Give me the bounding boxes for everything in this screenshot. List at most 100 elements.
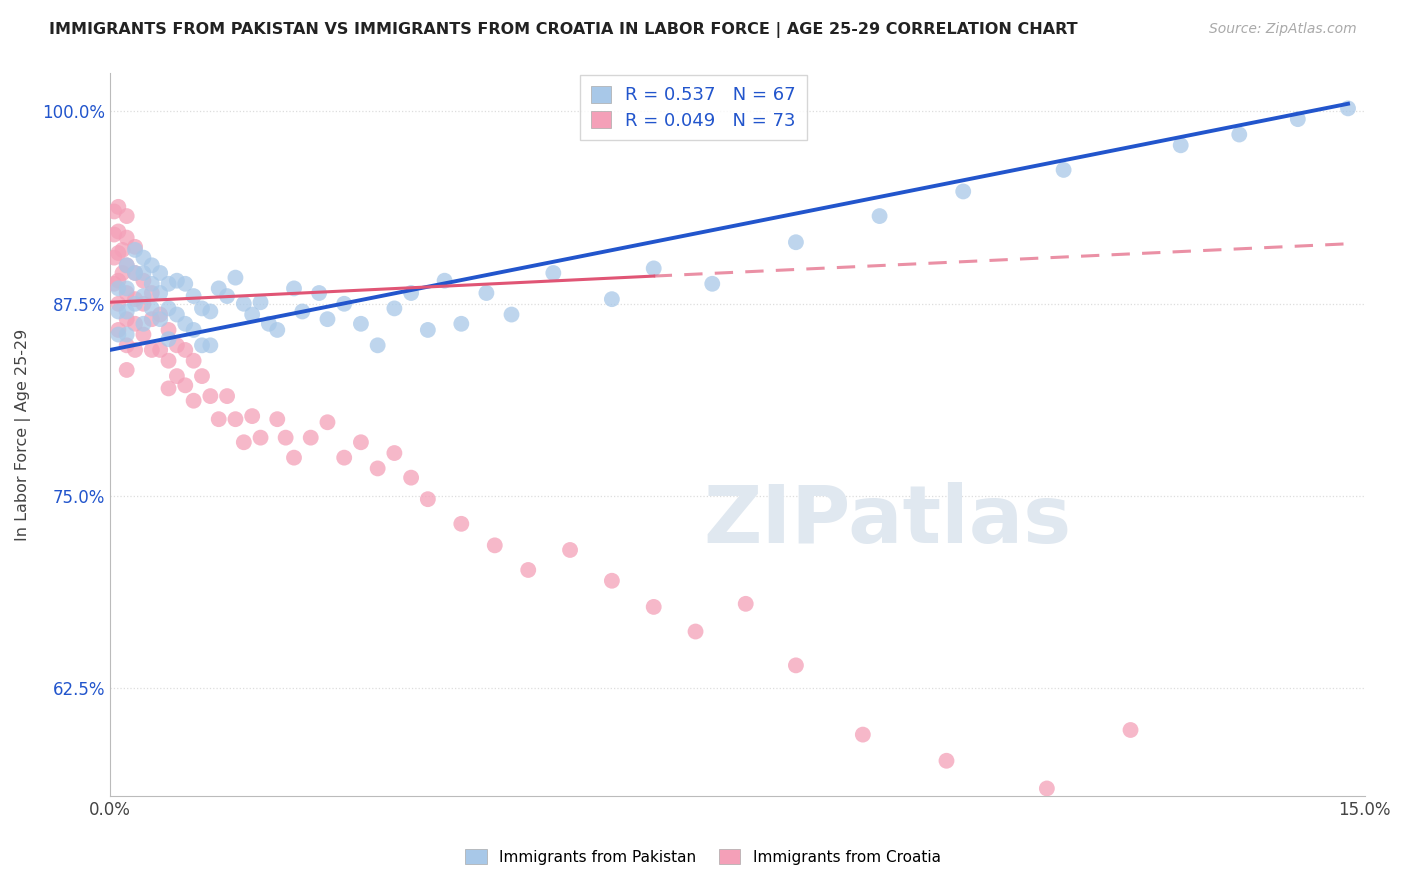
Point bbox=[291, 304, 314, 318]
Point bbox=[333, 297, 356, 311]
Point bbox=[702, 277, 724, 291]
Point bbox=[103, 204, 125, 219]
Point bbox=[115, 285, 138, 300]
Point bbox=[316, 415, 339, 429]
Point bbox=[115, 258, 138, 272]
Point bbox=[115, 312, 138, 326]
Point bbox=[450, 317, 472, 331]
Text: Source: ZipAtlas.com: Source: ZipAtlas.com bbox=[1209, 22, 1357, 37]
Point bbox=[124, 317, 146, 331]
Point bbox=[350, 435, 373, 450]
Point bbox=[166, 369, 188, 384]
Point bbox=[208, 412, 231, 426]
Point bbox=[367, 338, 389, 352]
Point bbox=[274, 431, 297, 445]
Point bbox=[208, 281, 231, 295]
Point bbox=[1119, 723, 1142, 737]
Point bbox=[115, 230, 138, 244]
Point bbox=[643, 261, 665, 276]
Point bbox=[141, 258, 163, 272]
Point bbox=[124, 266, 146, 280]
Point bbox=[132, 297, 155, 311]
Text: IMMIGRANTS FROM PAKISTAN VS IMMIGRANTS FROM CROATIA IN LABOR FORCE | AGE 25-29 C: IMMIGRANTS FROM PAKISTAN VS IMMIGRANTS F… bbox=[49, 22, 1078, 38]
Point bbox=[543, 266, 565, 280]
Point bbox=[107, 224, 129, 238]
Point bbox=[852, 728, 875, 742]
Point bbox=[200, 304, 222, 318]
Point bbox=[174, 277, 197, 291]
Point bbox=[183, 393, 205, 408]
Point bbox=[124, 343, 146, 357]
Point bbox=[132, 317, 155, 331]
Point bbox=[350, 317, 373, 331]
Point bbox=[952, 185, 974, 199]
Point bbox=[785, 235, 807, 250]
Point bbox=[1170, 138, 1192, 153]
Point bbox=[157, 323, 180, 337]
Point bbox=[124, 243, 146, 257]
Point bbox=[132, 251, 155, 265]
Point bbox=[501, 308, 523, 322]
Point bbox=[149, 343, 172, 357]
Point bbox=[141, 277, 163, 291]
Point bbox=[107, 281, 129, 295]
Point bbox=[200, 389, 222, 403]
Point bbox=[299, 431, 322, 445]
Point bbox=[600, 292, 623, 306]
Point bbox=[111, 266, 134, 280]
Point bbox=[308, 285, 330, 300]
Point bbox=[217, 389, 239, 403]
Point bbox=[183, 353, 205, 368]
Point bbox=[600, 574, 623, 588]
Point bbox=[107, 246, 129, 260]
Point bbox=[558, 543, 581, 558]
Point bbox=[224, 270, 246, 285]
Point bbox=[249, 431, 271, 445]
Point bbox=[1227, 128, 1250, 142]
Point bbox=[475, 285, 498, 300]
Point bbox=[166, 274, 188, 288]
Point bbox=[115, 338, 138, 352]
Point bbox=[232, 297, 254, 311]
Point bbox=[174, 343, 197, 357]
Point bbox=[200, 338, 222, 352]
Point bbox=[283, 281, 305, 295]
Y-axis label: In Labor Force | Age 25-29: In Labor Force | Age 25-29 bbox=[15, 328, 31, 541]
Point bbox=[643, 599, 665, 614]
Point bbox=[103, 251, 125, 265]
Point bbox=[191, 301, 214, 316]
Point bbox=[149, 308, 172, 322]
Point bbox=[183, 289, 205, 303]
Point bbox=[115, 327, 138, 342]
Point bbox=[191, 369, 214, 384]
Point bbox=[734, 597, 756, 611]
Point bbox=[183, 323, 205, 337]
Point bbox=[1286, 112, 1309, 127]
Point bbox=[433, 274, 456, 288]
Point bbox=[249, 295, 271, 310]
Point bbox=[517, 563, 540, 577]
Point bbox=[124, 292, 146, 306]
Point bbox=[333, 450, 356, 465]
Point bbox=[157, 301, 180, 316]
Point bbox=[107, 323, 129, 337]
Point bbox=[115, 281, 138, 295]
Point bbox=[316, 312, 339, 326]
Point bbox=[416, 492, 439, 507]
Point bbox=[257, 317, 280, 331]
Point bbox=[685, 624, 707, 639]
Point bbox=[107, 297, 129, 311]
Point bbox=[266, 412, 288, 426]
Point bbox=[124, 266, 146, 280]
Point bbox=[232, 435, 254, 450]
Legend: R = 0.537   N = 67, R = 0.049   N = 73: R = 0.537 N = 67, R = 0.049 N = 73 bbox=[581, 75, 807, 140]
Point bbox=[174, 378, 197, 392]
Point bbox=[157, 353, 180, 368]
Text: ZIPatlas: ZIPatlas bbox=[704, 483, 1071, 560]
Point bbox=[399, 470, 422, 484]
Point bbox=[266, 323, 288, 337]
Point bbox=[132, 266, 155, 280]
Point bbox=[115, 363, 138, 377]
Point bbox=[935, 754, 957, 768]
Point bbox=[384, 301, 406, 316]
